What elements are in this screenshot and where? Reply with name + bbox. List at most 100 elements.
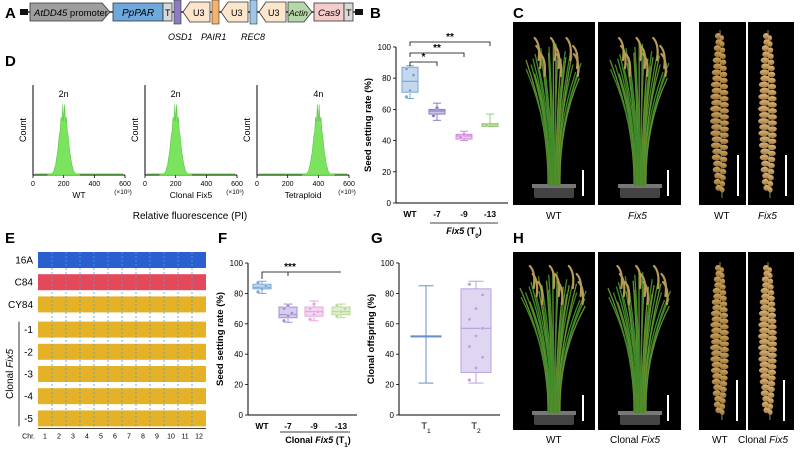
grain-cluster <box>720 138 729 145</box>
grain-cluster <box>720 267 724 273</box>
grain-cluster <box>758 93 770 100</box>
u3-arrow-1 <box>182 1 211 23</box>
chromosome-number: 2 <box>57 433 61 440</box>
grain-cluster <box>768 289 775 296</box>
grain-cluster <box>710 367 722 374</box>
pot <box>620 186 660 198</box>
grain-cluster <box>761 276 770 283</box>
grain-cluster <box>759 124 770 131</box>
x-category-label: -13 <box>335 421 348 431</box>
panel-labels: A B C D E F G H <box>5 5 524 247</box>
grain-cluster <box>720 65 727 72</box>
grain-cluster <box>720 83 729 90</box>
grain-cluster <box>720 324 729 330</box>
box <box>460 288 492 373</box>
wt-panicle-image-h <box>710 261 729 421</box>
grain-cluster <box>720 398 726 404</box>
promoter-label: AtDD45 promoter <box>33 8 108 19</box>
x-category-label: WT <box>255 421 269 431</box>
grain-cluster <box>713 293 722 300</box>
grain-cluster <box>711 350 722 357</box>
grain-cluster <box>759 361 771 368</box>
clonal-panicle-image-h <box>758 261 777 421</box>
grain-cluster <box>760 57 769 64</box>
y-tick-label: 100 <box>230 259 244 268</box>
sample-label: Clonal Fix5 <box>170 190 213 200</box>
u3-label-1: U3 <box>193 8 205 18</box>
grain-cluster <box>768 341 777 347</box>
data-point <box>282 318 286 323</box>
rec8-grna <box>249 0 258 25</box>
grain-cluster <box>760 166 769 173</box>
construct-diagram: AtDD45 promoter PpPAR T U3 U3 U3 Actin C… <box>20 0 363 42</box>
grain-cluster <box>768 108 777 114</box>
grain-cluster <box>720 272 725 279</box>
grain-cluster <box>758 344 770 351</box>
grain-cluster <box>760 287 769 294</box>
grain-cluster <box>768 120 777 126</box>
stem <box>645 77 668 187</box>
data-point <box>467 317 472 322</box>
data-point <box>312 312 316 317</box>
grain-cluster <box>768 168 775 175</box>
x-category-label: -7 <box>284 421 292 431</box>
grain-cluster <box>760 390 769 397</box>
data-point <box>404 94 409 99</box>
grain-cluster <box>711 124 722 131</box>
y-tick-label: 40 <box>385 350 394 359</box>
histogram-peak <box>301 104 335 176</box>
grain-cluster <box>720 102 729 108</box>
grain-cluster <box>713 384 722 391</box>
data-point <box>408 88 412 93</box>
data-point <box>458 135 463 140</box>
grain-cluster <box>768 41 773 47</box>
grain-cluster <box>720 284 726 290</box>
x-tick-label: 0 <box>143 181 147 188</box>
panicle <box>660 52 667 78</box>
grain-cluster <box>720 295 727 302</box>
grain-cluster <box>711 361 723 368</box>
grain-cluster <box>768 71 776 78</box>
chromosome-number: 1 <box>43 433 47 440</box>
photo-label-wt-panicle-h: WT <box>712 435 728 446</box>
x-tick-label: 600 <box>119 181 131 188</box>
data-point <box>474 306 478 311</box>
y-tick-label: 40 <box>382 137 391 146</box>
grain-cluster <box>768 126 777 132</box>
row-label: C84 <box>15 278 34 289</box>
box-plot-f: 0 20 40 60 80 100 Seed setting rate (%) WT -7 -9 -… <box>215 259 357 449</box>
grain-cluster <box>710 118 722 125</box>
data-point <box>256 280 260 285</box>
panicle <box>555 52 563 78</box>
chromosome-number: 9 <box>155 433 159 440</box>
row-label: -5 <box>24 414 33 425</box>
grain-cluster <box>768 369 777 376</box>
u3-arrow-2 <box>220 1 249 23</box>
data-point <box>411 73 416 78</box>
data-point <box>282 306 286 311</box>
stem <box>559 305 586 414</box>
x-tick-label: 200 <box>282 181 294 188</box>
significance-bracket <box>409 61 438 66</box>
panicle <box>624 52 632 78</box>
panel-label-h: H <box>513 230 524 247</box>
panicle <box>533 36 541 62</box>
grain-cluster <box>768 312 777 319</box>
panicle <box>641 52 649 78</box>
grain-cluster <box>760 75 770 82</box>
data-point <box>316 309 320 314</box>
y-tick-label: 80 <box>382 74 391 83</box>
y-tick-label: 0 <box>239 411 244 420</box>
grain-cluster <box>760 304 770 311</box>
significance-bracket <box>261 271 341 279</box>
grain-cluster <box>759 112 770 118</box>
grain-cluster <box>712 75 722 82</box>
grain-cluster <box>713 63 722 70</box>
y-axis-label: Count <box>242 118 252 143</box>
grain-cluster <box>768 324 777 330</box>
grain-cluster <box>768 346 777 353</box>
panel-label-f: F <box>218 230 227 247</box>
grain-cluster <box>760 373 770 380</box>
grain-cluster <box>768 329 777 336</box>
grain-cluster <box>711 339 722 345</box>
